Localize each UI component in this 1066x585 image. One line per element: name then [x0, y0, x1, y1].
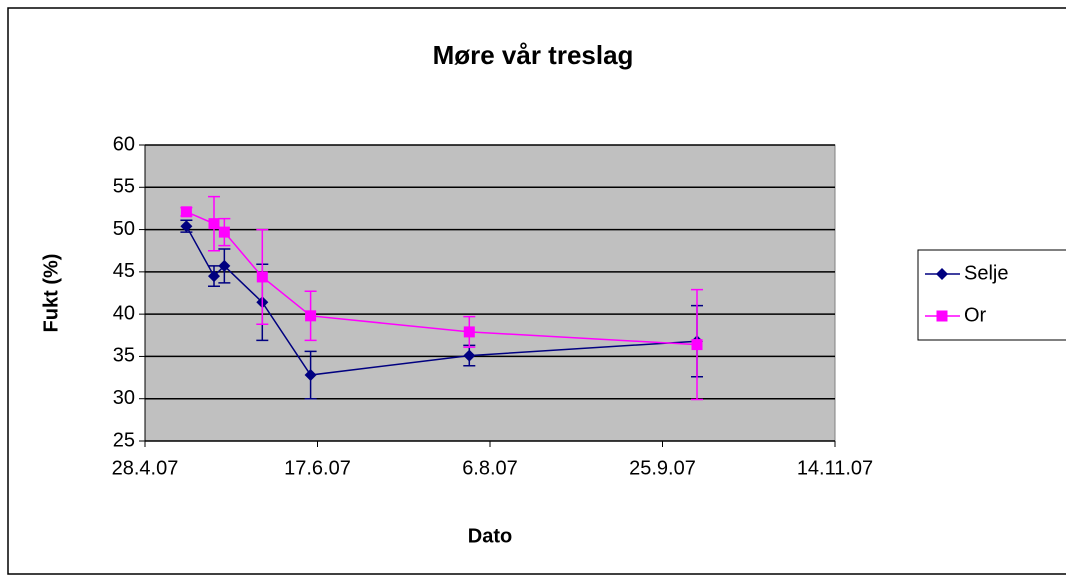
marker	[936, 268, 948, 280]
marker	[218, 259, 231, 272]
marker	[256, 271, 268, 283]
y-tick-label: 50	[113, 218, 135, 240]
marker	[208, 218, 220, 230]
marker	[180, 206, 192, 218]
marker	[463, 349, 476, 362]
y-tick-label: 40	[113, 302, 135, 324]
legend-label: Or	[964, 304, 987, 326]
marker	[304, 369, 317, 382]
x-tick-label: 14.11.07	[797, 457, 873, 479]
legend-label: Selje	[964, 262, 1008, 284]
plot-area	[144, 144, 836, 442]
x-axis-label: Dato	[468, 525, 512, 547]
marker	[208, 270, 220, 283]
marker	[691, 339, 703, 351]
y-tick-label: 25	[113, 429, 135, 451]
marker	[936, 310, 948, 322]
y-tick-label: 55	[113, 176, 135, 198]
y-tick-label: 35	[113, 345, 135, 367]
y-tick-label: 60	[113, 133, 135, 155]
x-tick-label: 17.6.07	[284, 457, 351, 479]
chart-title: Møre vår treslag	[433, 40, 634, 70]
marker	[305, 310, 317, 322]
y-tick-label: 30	[113, 387, 135, 409]
y-tick-label: 45	[113, 260, 135, 282]
marker	[218, 226, 230, 238]
marker	[463, 326, 475, 338]
x-tick-label: 25.9.07	[629, 457, 696, 479]
x-tick-label: 28.4.07	[112, 457, 179, 479]
legend-box	[917, 249, 1066, 341]
x-tick-label: 6.8.07	[462, 457, 518, 479]
y-axis-label: Fukt (%)	[40, 254, 62, 333]
marker	[180, 220, 193, 233]
